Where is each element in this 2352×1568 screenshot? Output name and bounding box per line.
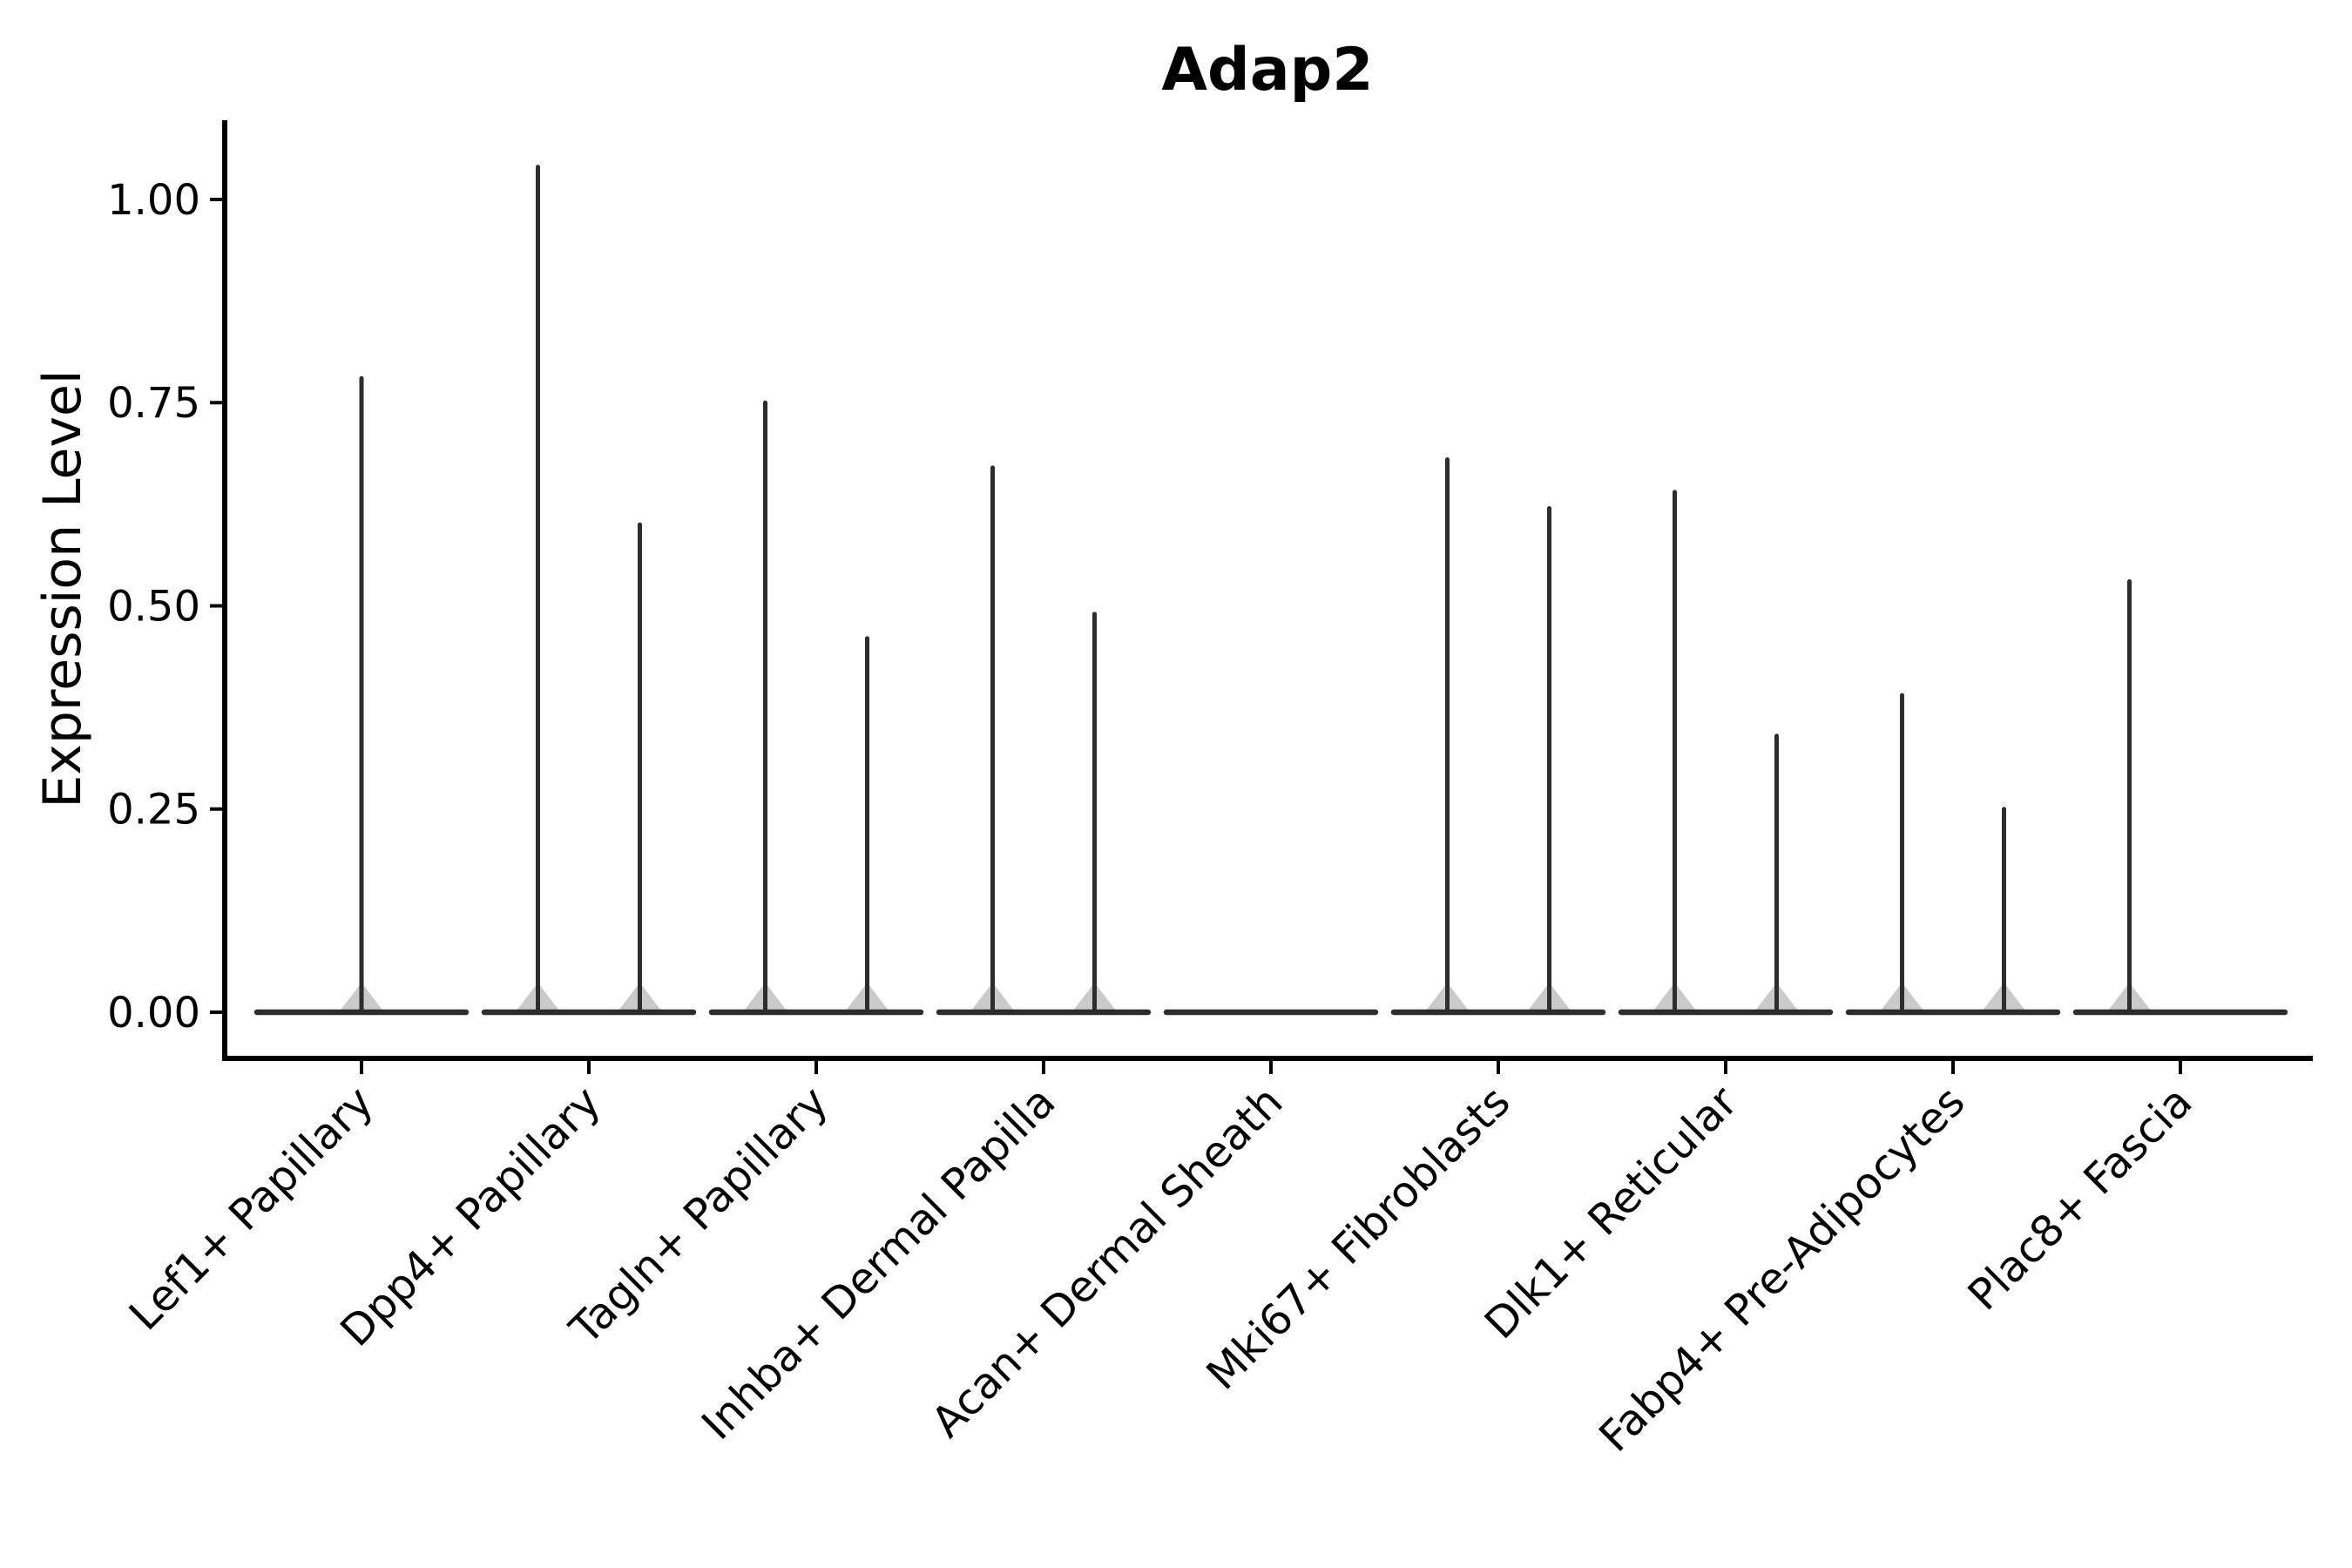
y-tick-mark <box>210 1010 222 1014</box>
x-tick-label: Plac8+ Fascia <box>1958 1077 2201 1320</box>
x-tick-label: Lef1+ Papillary <box>119 1077 382 1340</box>
y-tick-mark <box>210 807 222 811</box>
y-tick-label: 0.25 <box>107 786 200 835</box>
chart-title: Adap2 <box>1161 36 1373 105</box>
x-tick-mark <box>1724 1061 1727 1074</box>
x-axis-spine <box>222 1056 2313 1061</box>
y-tick-mark <box>210 198 222 201</box>
y-axis-spine <box>222 120 227 1061</box>
y-tick-label: 0.75 <box>107 379 200 428</box>
x-tick-mark <box>1951 1061 1955 1074</box>
x-tick-label: Fabp4+ Pre-Adipocytes <box>1590 1077 1975 1462</box>
x-tick-mark <box>814 1061 818 1074</box>
y-tick-label: 1.00 <box>107 176 200 225</box>
y-axis-label: Expression Level <box>32 369 93 808</box>
y-tick-mark <box>210 401 222 405</box>
x-tick-mark <box>2179 1061 2182 1074</box>
y-tick-mark <box>210 604 222 608</box>
x-tick-label: Dlk1+ Reticular <box>1476 1077 1748 1349</box>
x-tick-mark <box>1269 1061 1273 1074</box>
x-tick-mark <box>1042 1061 1045 1074</box>
x-tick-mark <box>1497 1061 1500 1074</box>
y-tick-label: 0.50 <box>107 582 200 631</box>
x-tick-mark <box>587 1061 591 1074</box>
y-tick-label: 0.00 <box>107 989 200 1037</box>
x-tick-mark <box>360 1061 363 1074</box>
